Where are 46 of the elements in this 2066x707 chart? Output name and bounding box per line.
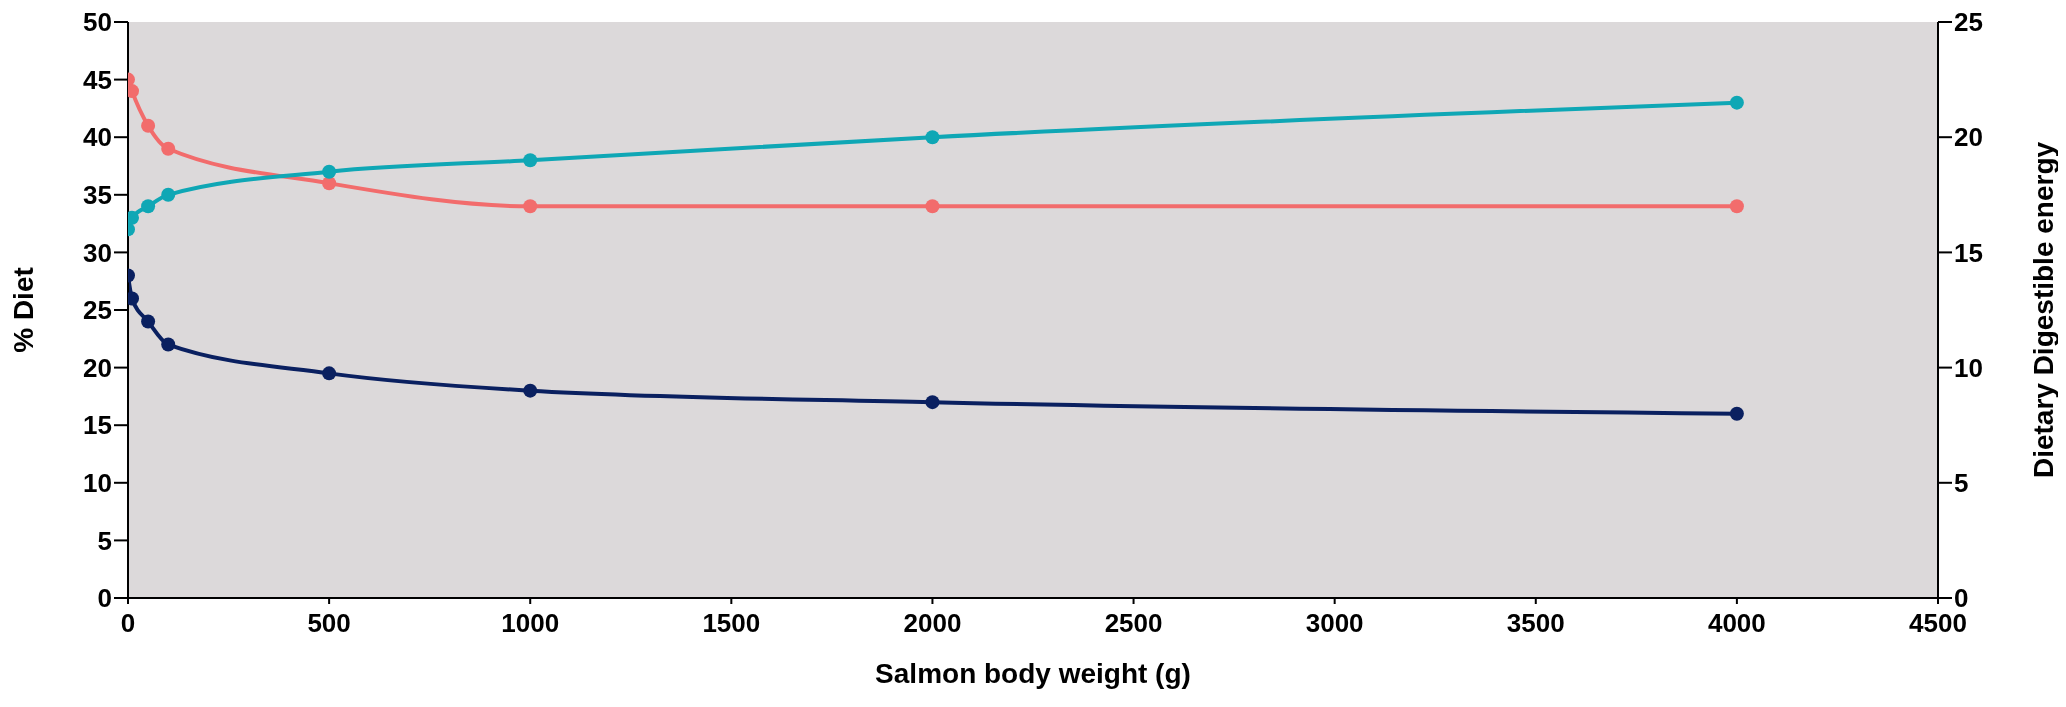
y-tick-label: 0 [97,583,112,614]
point [161,141,176,156]
y2-tick-label: 20 [1954,122,1983,153]
y-tick-label: 10 [83,468,112,499]
x-tick-label: 4000 [1707,608,1766,639]
point [523,383,538,398]
x-tick-label: 1000 [501,608,560,639]
y2-tick-label: 15 [1954,237,1983,268]
point [141,118,156,133]
y-tick-label: 30 [83,237,112,268]
point [141,314,156,329]
x-tick-label: 1500 [702,608,761,639]
point [161,187,176,202]
y-axis-title: % Diet [7,267,39,353]
point [523,153,538,168]
y-tick-label: 45 [83,64,112,95]
point [925,395,940,410]
y-tick-label: 40 [83,122,112,153]
y-tick-label: 50 [83,7,112,38]
point [141,199,156,214]
point [1729,199,1744,214]
x-tick-label: 500 [307,608,351,639]
point [322,366,337,381]
point [523,199,538,214]
point [322,176,337,191]
point [322,164,337,179]
x-axis-title: Salmon body weight (g) [875,658,1191,689]
x-tick-label: 3000 [1305,608,1364,639]
point [161,337,176,352]
x-tick-label: 2500 [1104,608,1163,639]
point [925,199,940,214]
y2-tick-label: 25 [1954,7,1983,38]
y-tick-label: 25 [83,295,112,326]
x-tick-label: 3500 [1506,608,1565,639]
x-tick-label: 0 [120,608,136,639]
point [925,130,940,145]
y-tick-label: 20 [83,352,112,383]
y-tick-label: 15 [83,410,112,441]
y2-tick-label: 5 [1954,468,1969,499]
y2-axis-title: Dietary Digestible energy [2027,141,2059,479]
point [1729,95,1744,110]
y-tick-label: 35 [83,180,112,211]
y-tick-label: 5 [97,525,112,556]
x-tick-label: 2000 [903,608,962,639]
y2-tick-label: 10 [1954,352,1983,383]
point [1729,406,1744,421]
